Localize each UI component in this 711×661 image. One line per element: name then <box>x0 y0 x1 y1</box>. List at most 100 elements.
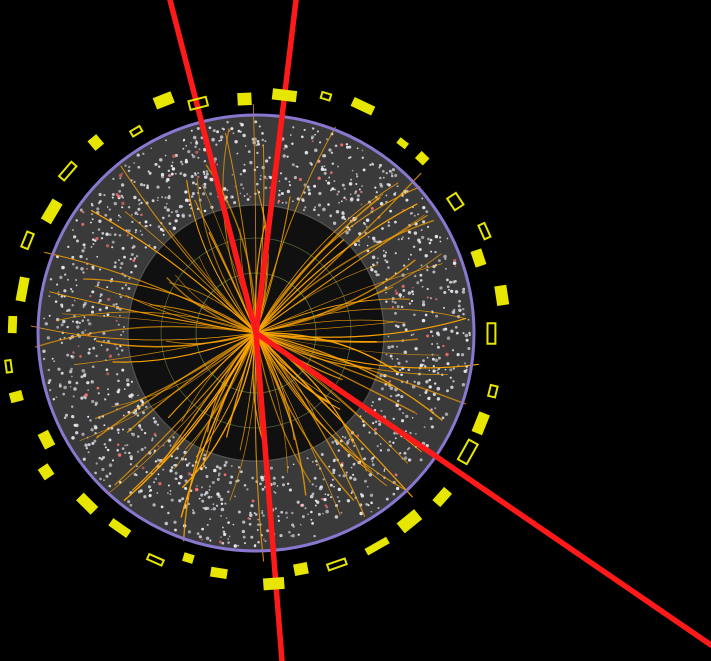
detector-hit <box>320 167 325 172</box>
detector-hit <box>406 448 409 451</box>
detector-hit <box>191 192 195 196</box>
detector-hit <box>243 484 247 487</box>
detector-hit <box>436 386 441 391</box>
detector-hit <box>233 201 237 205</box>
detector-hit <box>188 203 192 206</box>
detector-hit <box>70 367 73 371</box>
detector-hit <box>92 238 95 241</box>
detector-hit <box>71 375 73 378</box>
detector-hit <box>152 417 156 420</box>
detector-hit <box>374 186 377 189</box>
particle-track <box>94 332 257 420</box>
detector-hit <box>156 199 159 202</box>
detector-hit <box>340 511 343 514</box>
particle-track <box>123 332 257 502</box>
detector-hit <box>341 435 344 438</box>
detector-hit <box>105 232 109 236</box>
detector-hit <box>280 191 284 196</box>
detector-hit <box>195 150 199 154</box>
detector-hit <box>286 482 290 486</box>
detector-hit <box>72 229 74 231</box>
detector-hit <box>266 529 270 533</box>
particle-track <box>255 321 394 334</box>
detector-hit <box>115 192 119 196</box>
detector-hit <box>140 213 143 217</box>
detector-hit <box>353 477 357 481</box>
detector-hit <box>388 169 392 173</box>
detector-hit <box>208 488 211 491</box>
detector-hit <box>58 383 62 386</box>
detector-hit <box>393 432 396 435</box>
detector-hit <box>127 410 131 414</box>
detector-hit <box>117 323 120 326</box>
detector-hit <box>63 416 67 419</box>
detector-hit <box>144 220 148 224</box>
detector-hit <box>92 346 96 350</box>
detector-hit <box>98 301 100 304</box>
detector-hit <box>410 299 414 303</box>
detector-hit <box>349 193 352 196</box>
detector-hit <box>337 487 341 492</box>
particle-track <box>255 319 406 334</box>
detector-hit <box>356 194 360 198</box>
detector-hit <box>259 174 262 177</box>
detector-hit <box>95 462 98 465</box>
detector-hit <box>150 439 154 442</box>
detector-hit <box>371 460 374 463</box>
detector-hit <box>210 495 213 498</box>
particle-track <box>173 332 257 470</box>
detector-hit <box>338 500 341 503</box>
detector-hit <box>73 299 76 302</box>
detector-hit <box>184 458 187 461</box>
detector-hit <box>396 358 399 360</box>
detector-hit <box>98 192 102 197</box>
detector-hit <box>137 435 140 438</box>
detector-hit <box>282 154 286 158</box>
detector-hit <box>318 191 322 196</box>
detector-hit <box>443 291 447 294</box>
detector-hit <box>203 159 207 163</box>
detector-hit <box>209 518 212 521</box>
detector-hit <box>261 487 265 491</box>
detector-hit <box>320 497 324 501</box>
detector-hit <box>256 151 259 155</box>
detector-hit <box>101 467 105 472</box>
detector-hit <box>107 297 111 302</box>
detector-hit <box>203 209 207 213</box>
detector-hit <box>148 494 152 498</box>
detector-hit <box>226 490 230 494</box>
detector-hit <box>220 507 225 512</box>
detector-hit <box>203 173 206 175</box>
detector-hit <box>144 446 147 449</box>
detector-hit <box>180 160 183 164</box>
detector-hit <box>272 476 276 480</box>
detector-hit <box>169 469 173 473</box>
detector-hit <box>255 144 258 147</box>
particle-track <box>181 332 257 489</box>
detector-hit <box>120 261 124 266</box>
detector-hit <box>104 398 107 401</box>
detector-hit <box>317 176 321 180</box>
detector-hit <box>164 521 169 526</box>
detector-hit <box>106 348 109 351</box>
detector-hit <box>184 479 188 483</box>
detector-hit <box>324 493 327 496</box>
detector-hit <box>220 536 222 538</box>
detector-hit <box>87 389 90 391</box>
detector-hit <box>317 213 320 217</box>
detector-hit <box>56 255 59 259</box>
detector-hit <box>284 144 287 147</box>
particle-track <box>83 278 257 334</box>
detector-hit <box>81 331 85 335</box>
detector-hit <box>154 162 158 166</box>
detector-hit <box>220 502 224 505</box>
detector-hit <box>378 397 381 401</box>
detector-hit <box>272 481 276 486</box>
detector-hit <box>431 335 434 337</box>
detector-hit <box>403 350 408 355</box>
detector-hit <box>124 283 127 287</box>
detector-hit <box>102 339 106 343</box>
detector-hit <box>168 222 172 225</box>
detector-hit <box>373 409 377 412</box>
detector-hit <box>144 246 147 249</box>
